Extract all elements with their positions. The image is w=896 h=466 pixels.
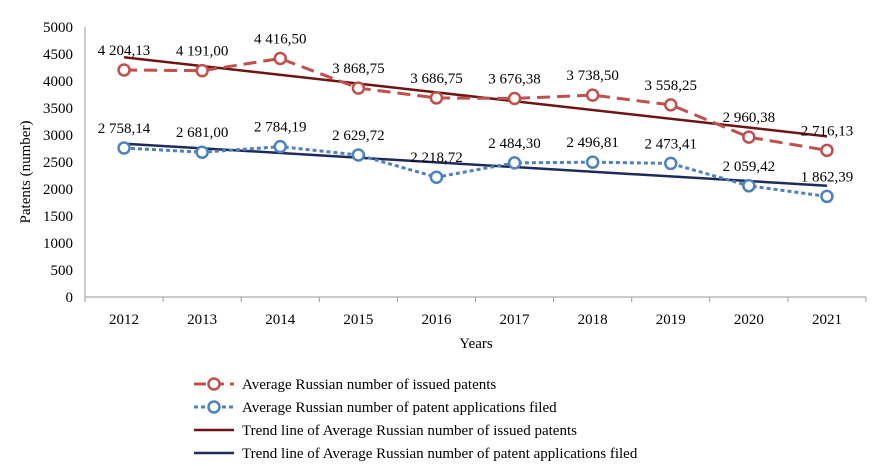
x-tick-label: 2012 <box>109 312 139 328</box>
legend-label-applications-filed: Average Russian number of patent applica… <box>242 400 557 416</box>
data-label-issued-patents: 4 204,13 <box>98 43 151 59</box>
data-point-applications-filed <box>507 156 522 170</box>
y-tick-label: 3500 <box>43 101 73 117</box>
data-label-applications-filed: 2 496,81 <box>566 135 619 151</box>
data-label-applications-filed: 2 473,41 <box>645 136 698 152</box>
legend-label-issued-patents: Average Russian number of issued patents <box>242 377 496 393</box>
data-label-applications-filed: 2 758,14 <box>98 121 151 137</box>
data-point-applications-filed <box>664 156 678 171</box>
legend-marker-issued-patents <box>207 377 221 391</box>
trendline-issued-patents <box>123 55 828 138</box>
data-label-applications-filed: 2 059,42 <box>723 159 776 175</box>
legend-marker-applications-filed <box>207 400 221 414</box>
legend-label-trend-filed: Trend line of Average Russian number of … <box>242 446 638 462</box>
data-point-issued-patents <box>820 143 834 158</box>
x-tick-label: 2019 <box>656 312 686 328</box>
data-point-issued-patents <box>117 63 131 77</box>
data-label-issued-patents: 3 868,75 <box>332 61 385 77</box>
data-point-issued-patents <box>507 91 522 106</box>
data-label-issued-patents: 3 686,75 <box>410 71 463 87</box>
x-axis-title: Years <box>459 336 493 352</box>
y-tick-label: 4000 <box>43 74 73 90</box>
legend-item-issued-patents[interactable]: Average Russian number of issued patents <box>194 377 496 393</box>
x-tick-label: 2016 <box>421 312 452 328</box>
data-point-applications-filed <box>585 155 600 169</box>
y-tick-label: 2500 <box>43 155 73 171</box>
data-label-issued-patents: 4 416,50 <box>254 32 307 48</box>
legend-label-trend-issued: Trend line of Average Russian number of … <box>242 423 577 439</box>
y-tick-label: 3000 <box>43 128 73 144</box>
y-tick-label: 500 <box>51 263 74 279</box>
data-point-applications-filed <box>429 170 444 184</box>
data-label-issued-patents: 3 558,25 <box>645 78 698 94</box>
data-point-applications-filed <box>273 139 287 154</box>
data-label-issued-patents: 2 960,38 <box>723 110 776 126</box>
data-point-issued-patents <box>195 63 209 78</box>
data-label-issued-patents: 3 676,38 <box>488 71 541 87</box>
series-lines <box>123 56 828 198</box>
data-point-issued-patents <box>351 81 366 95</box>
x-tick-label: 2020 <box>734 312 764 328</box>
data-label-applications-filed: 2 218,72 <box>410 150 463 166</box>
legend-item-trend-issued[interactable]: Trend line of Average Russian number of … <box>194 423 577 439</box>
data-point-applications-filed <box>742 179 756 193</box>
y-tick-label: 1000 <box>43 236 73 252</box>
data-point-applications-filed <box>195 145 209 159</box>
axes: 0 500 1000 1500 2000 2500 3000 3500 4000 4500 5000… <box>43 20 867 328</box>
x-tick-label: 2014 <box>265 312 296 328</box>
y-tick-label: 2000 <box>43 182 73 198</box>
y-tick-label: 5000 <box>43 20 73 36</box>
data-label-applications-filed: 2 629,72 <box>332 128 385 144</box>
data-label-applications-filed: 2 784,19 <box>254 120 307 136</box>
data-label-applications-filed: 1 862,39 <box>801 169 854 185</box>
y-tick-label: 4500 <box>43 47 73 63</box>
series-markers <box>117 51 834 204</box>
data-point-applications-filed <box>117 141 131 155</box>
data-point-issued-patents <box>273 51 287 66</box>
y-tick-label: 0 <box>66 290 74 306</box>
series-line-issued-patents <box>124 56 828 152</box>
data-point-issued-patents <box>742 130 756 144</box>
series-line-applications-filed <box>123 145 828 198</box>
legend-item-applications-filed[interactable]: Average Russian number of patent applica… <box>194 400 557 416</box>
data-point-issued-patents <box>585 88 600 102</box>
trendline-applications-filed <box>123 142 828 188</box>
legend: Average Russian number of issued patents… <box>194 377 638 462</box>
legend-item-trend-filed[interactable]: Trend line of Average Russian number of … <box>194 446 638 462</box>
data-point-applications-filed <box>351 148 366 162</box>
data-label-issued-patents: 3 738,50 <box>566 68 619 84</box>
y-tick-label: 1500 <box>43 209 73 225</box>
data-labels: 4 204,13 4 191,00 4 416,50 3 868,75 3 686,75… <box>98 32 853 186</box>
data-label-applications-filed: 2 484,30 <box>488 136 541 152</box>
data-label-applications-filed: 2 681,00 <box>176 125 229 141</box>
x-tick-label: 2018 <box>578 312 608 328</box>
x-tick-label: 2021 <box>812 312 842 328</box>
data-label-issued-patents: 4 191,00 <box>176 44 229 60</box>
data-label-issued-patents: 2 716,13 <box>801 123 854 139</box>
data-point-applications-filed <box>820 189 834 204</box>
y-axis-title: Patents (number) <box>18 121 34 224</box>
data-point-issued-patents <box>664 98 678 112</box>
data-point-issued-patents <box>429 91 444 105</box>
trendlines <box>123 55 828 188</box>
x-tick-label: 2013 <box>187 312 217 328</box>
x-tick-label: 2015 <box>343 312 373 328</box>
x-tick-label: 2017 <box>500 312 531 328</box>
